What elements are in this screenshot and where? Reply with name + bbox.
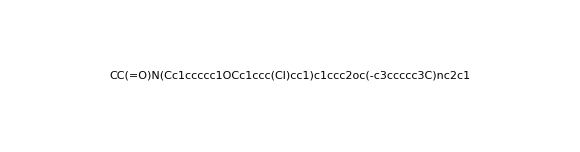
Text: CC(=O)N(Cc1ccccc1OCc1ccc(Cl)cc1)c1ccc2oc(-c3ccccc3C)nc2c1: CC(=O)N(Cc1ccccc1OCc1ccc(Cl)cc1)c1ccc2oc… [110,71,470,81]
